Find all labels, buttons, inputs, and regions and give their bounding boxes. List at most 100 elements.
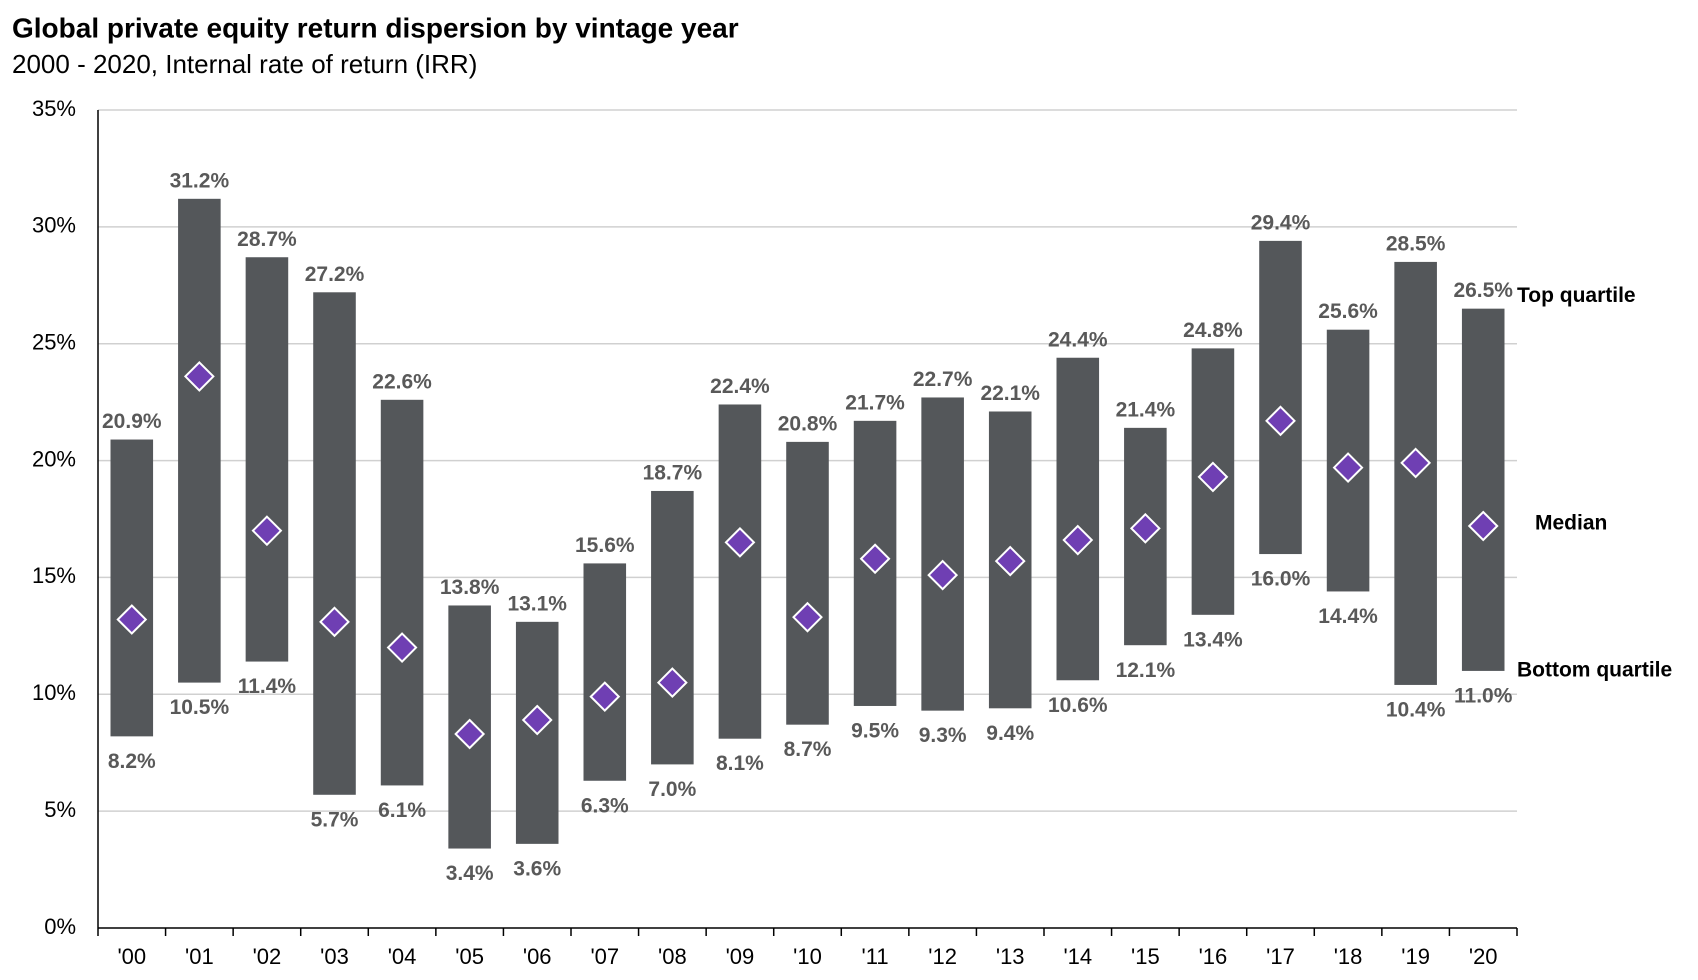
range-bar (110, 439, 154, 737)
bottom-value-label: 9.5% (851, 720, 899, 743)
y-tick-label: 25% (32, 330, 76, 355)
x-tick-label: '03 (320, 944, 349, 969)
x-tick-label: '14 (1063, 944, 1092, 969)
bottom-value-label: 11.0% (1454, 684, 1513, 707)
x-tick-label: '10 (793, 944, 822, 969)
bottom-value-label: 3.4% (446, 862, 494, 885)
median-marker (1265, 405, 1296, 437)
x-tick-label: '07 (590, 944, 619, 969)
bottom-value-label: 14.4% (1318, 605, 1378, 628)
y-tick-label: 5% (44, 797, 76, 822)
median-marker (251, 515, 283, 547)
median-marker (183, 361, 215, 392)
bottom-value-label: 13.4% (1183, 628, 1243, 651)
top-value-label: 13.1% (507, 592, 567, 615)
series-label: Median (1535, 512, 1607, 535)
median-marker (1129, 512, 1161, 544)
x-tick-label: '16 (1199, 944, 1228, 969)
bottom-value-label: 3.6% (513, 857, 561, 880)
top-value-label: 22.1% (980, 382, 1040, 405)
range-bar (583, 563, 627, 781)
x-tick-label: '17 (1266, 944, 1295, 969)
median-marker (859, 543, 891, 575)
range-bar (178, 198, 221, 683)
bottom-value-label: 12.1% (1116, 659, 1176, 682)
x-tick-label: '15 (1131, 944, 1160, 969)
bottom-value-label: 10.6% (1048, 694, 1108, 717)
x-tick-label: '18 (1334, 944, 1363, 969)
median-marker (319, 606, 350, 638)
x-tick-label: '01 (185, 944, 214, 969)
top-value-label: 22.7% (913, 368, 973, 391)
median-marker (792, 601, 823, 633)
bottom-value-label: 11.4% (238, 675, 297, 698)
range-bar (1056, 357, 1100, 681)
top-value-label: 24.4% (1048, 328, 1108, 351)
chart-title: Global private equity return dispersion … (12, 12, 739, 43)
bottom-value-label: 10.5% (170, 696, 230, 719)
top-value-label: 21.4% (1116, 398, 1176, 421)
median-marker (1332, 452, 1364, 483)
top-value-label: 24.8% (1183, 319, 1243, 342)
x-tick-label: '04 (388, 944, 417, 969)
top-value-label: 13.8% (440, 576, 500, 599)
x-tick-label: '11 (862, 944, 889, 969)
x-tick-label: '00 (117, 944, 146, 969)
median-marker (1400, 447, 1432, 479)
bottom-value-label: 8.7% (784, 738, 832, 761)
series-label: Bottom quartile (1517, 658, 1672, 681)
median-marker (1197, 461, 1229, 493)
bottom-value-label: 6.1% (378, 799, 426, 822)
median-marker (589, 681, 621, 713)
x-tick-label: '20 (1469, 944, 1498, 969)
series-label: Top quartile (1517, 284, 1636, 307)
y-tick-label: 20% (32, 446, 76, 471)
chart-subtitle: 2000 - 2020, Internal rate of return (IR… (12, 49, 477, 79)
y-tick-label: 10% (32, 680, 76, 705)
range-bar (718, 404, 762, 739)
top-value-label: 31.2% (170, 169, 230, 192)
top-value-label: 22.6% (372, 370, 432, 393)
y-tick-label: 35% (32, 96, 76, 121)
top-value-label: 15.6% (575, 534, 635, 557)
bottom-value-label: 6.3% (581, 794, 629, 817)
x-tick-label: '02 (253, 944, 282, 969)
top-value-label: 26.5% (1453, 279, 1513, 302)
median-marker (521, 704, 553, 736)
x-tick-label: '06 (523, 944, 552, 969)
x-tick-label: '13 (996, 944, 1025, 969)
bottom-value-label: 9.3% (919, 724, 967, 747)
bottom-value-label: 16.0% (1251, 568, 1311, 591)
range-bar (1461, 308, 1505, 671)
top-value-label: 20.9% (102, 410, 162, 433)
median-marker (116, 604, 148, 635)
top-value-label: 25.6% (1318, 300, 1378, 323)
bottom-value-label: 7.0% (648, 778, 696, 801)
median-marker (1467, 510, 1499, 542)
range-bar (380, 399, 424, 786)
range-bar (921, 397, 964, 711)
median-marker (386, 632, 418, 663)
x-tick-label: '19 (1401, 944, 1430, 969)
x-tick-label: '05 (455, 944, 484, 969)
range-bar (786, 441, 829, 725)
median-marker (1062, 524, 1094, 556)
range-bar (313, 292, 356, 795)
y-tick-label: 0% (44, 914, 76, 939)
x-tick-label: '12 (928, 944, 957, 969)
bottom-value-label: 8.1% (716, 752, 764, 775)
top-value-label: 20.8% (778, 412, 838, 435)
top-value-label: 21.7% (845, 391, 905, 414)
top-value-label: 29.4% (1251, 211, 1311, 234)
bottom-value-label: 10.4% (1386, 698, 1446, 721)
range-bar (245, 257, 289, 662)
top-value-label: 27.2% (305, 263, 365, 286)
top-value-label: 22.4% (710, 375, 770, 398)
bottom-value-label: 9.4% (986, 722, 1034, 745)
bottom-value-label: 5.7% (311, 808, 359, 831)
median-marker (454, 718, 486, 750)
top-value-label: 28.5% (1386, 232, 1446, 255)
top-value-label: 18.7% (643, 462, 703, 485)
top-value-label: 28.7% (237, 228, 297, 251)
